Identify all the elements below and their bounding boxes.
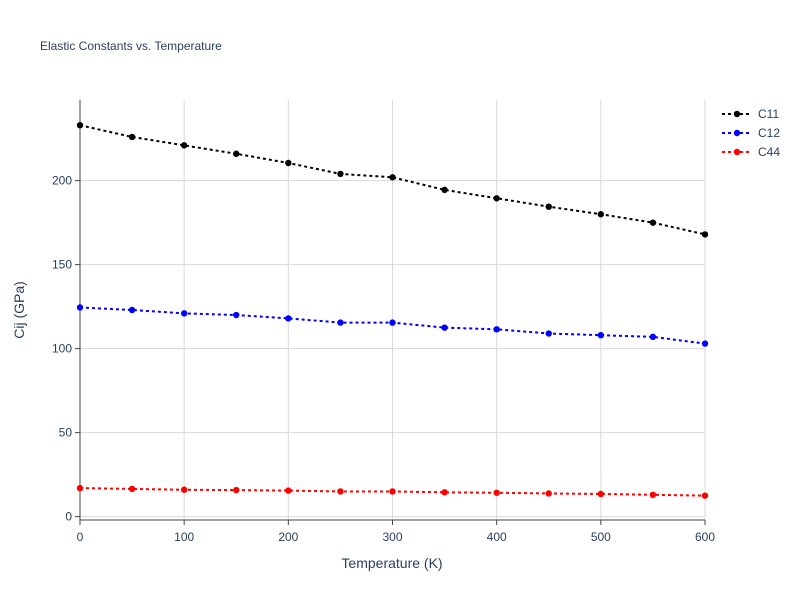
data-point-c44 xyxy=(285,487,292,494)
data-point-c44 xyxy=(128,485,136,493)
data-point-c12 xyxy=(128,306,136,314)
data-point-c44 xyxy=(545,490,552,497)
data-point-c44 xyxy=(701,492,709,499)
series-c12 xyxy=(76,304,709,347)
data-point-c12 xyxy=(337,319,344,326)
legend[interactable]: C11 C12 C44 xyxy=(722,107,780,159)
y-tick-label: 0 xyxy=(65,510,72,524)
data-point-c12 xyxy=(493,326,500,333)
data-point-c11 xyxy=(180,142,188,149)
data-point-c44 xyxy=(389,488,396,495)
x-tick-label: 0 xyxy=(77,530,84,544)
data-point-c12 xyxy=(441,324,448,331)
series-layer xyxy=(76,122,709,499)
data-point-c44 xyxy=(337,488,344,495)
data-point-c11 xyxy=(128,133,136,141)
data-point-c44 xyxy=(180,486,188,493)
data-point-c11 xyxy=(493,195,500,202)
data-point-c11 xyxy=(389,174,396,181)
data-point-c11 xyxy=(545,203,552,210)
chart-title: Elastic Constants vs. Temperature xyxy=(40,39,222,53)
y-tick-label: 200 xyxy=(52,174,72,188)
data-point-c44 xyxy=(76,484,84,492)
data-point-c44 xyxy=(493,489,500,496)
y-tick-label: 100 xyxy=(52,342,72,356)
data-point-c44 xyxy=(597,490,605,498)
data-point-c11 xyxy=(701,231,709,238)
grid xyxy=(80,100,706,520)
data-point-c11 xyxy=(233,150,240,157)
x-axis-title: Temperature (K) xyxy=(341,555,442,571)
data-point-c11 xyxy=(441,186,448,194)
data-point-c12 xyxy=(285,315,292,322)
x-tick-label: 400 xyxy=(487,530,507,544)
data-point-c12 xyxy=(76,304,84,311)
y-tick-label: 150 xyxy=(52,258,72,272)
legend-item-c44[interactable]: C44 xyxy=(722,145,780,159)
data-point-c12 xyxy=(649,333,657,341)
data-point-c44 xyxy=(233,486,240,494)
data-point-c12 xyxy=(701,340,709,347)
data-point-c11 xyxy=(597,211,605,218)
data-point-c11 xyxy=(76,122,84,129)
data-point-c12 xyxy=(180,310,188,317)
series-c44 xyxy=(76,484,709,499)
legend-label: C11 xyxy=(758,107,779,121)
legend-item-c11[interactable]: C11 xyxy=(722,107,779,121)
series-c11 xyxy=(76,122,709,238)
x-tick-label: 100 xyxy=(174,530,194,544)
data-point-c12 xyxy=(233,311,240,319)
x-tick-label: 600 xyxy=(695,530,715,544)
legend-swatch-marker xyxy=(733,129,741,137)
x-tick-label: 200 xyxy=(278,530,298,544)
data-point-c44 xyxy=(649,491,657,498)
y-axis-title: Cij (GPa) xyxy=(11,281,27,339)
data-point-c11 xyxy=(649,219,657,226)
legend-item-c12[interactable]: C12 xyxy=(722,126,780,140)
legend-swatch-marker xyxy=(733,148,741,156)
legend-label: C44 xyxy=(758,145,780,159)
data-point-c12 xyxy=(389,319,396,326)
y-tick-label: 50 xyxy=(59,426,73,440)
data-point-c11 xyxy=(285,159,292,167)
legend-swatch-marker xyxy=(733,110,741,118)
data-point-c12 xyxy=(545,330,552,337)
data-point-c11 xyxy=(337,170,344,178)
x-tick-label: 500 xyxy=(591,530,611,544)
data-point-c44 xyxy=(441,489,448,496)
data-point-c12 xyxy=(597,332,605,339)
x-tick-label: 300 xyxy=(382,530,402,544)
legend-label: C12 xyxy=(758,126,780,140)
ticks: 0 100 200 300 400 500 600 0 50 100 150 200 xyxy=(52,174,715,544)
